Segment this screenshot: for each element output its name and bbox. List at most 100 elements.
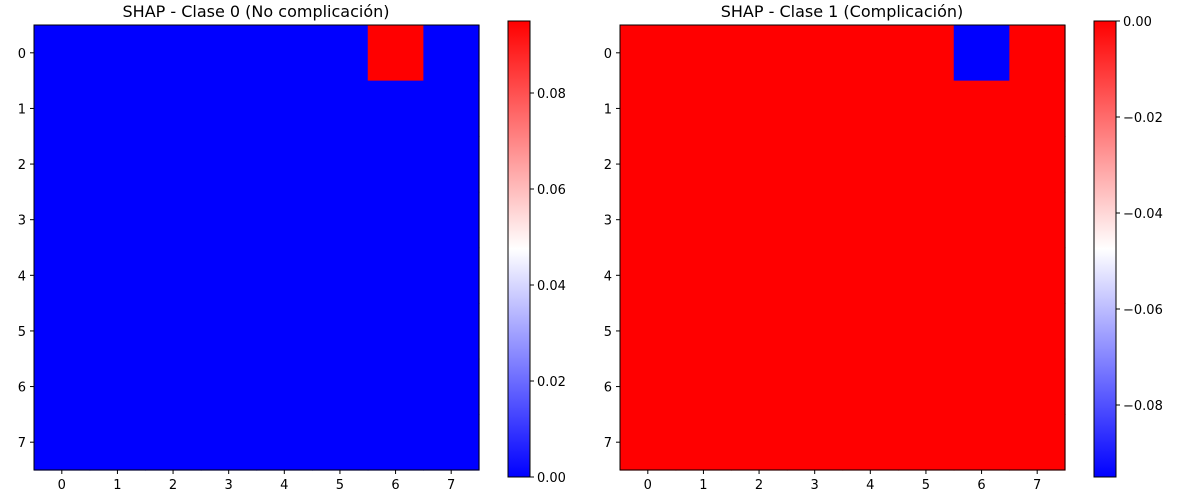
heatmap-cell bbox=[367, 136, 424, 193]
plot-frame bbox=[619, 24, 1066, 471]
heatmap-cell bbox=[256, 303, 313, 360]
heatmap-cell bbox=[200, 80, 258, 137]
colorbar-tick-label: 0.00 bbox=[1123, 15, 1152, 30]
heatmap-cell bbox=[34, 80, 91, 137]
y-tick-label: 5 bbox=[18, 325, 26, 340]
heatmap-cell bbox=[786, 191, 844, 249]
heatmap-cells bbox=[34, 25, 480, 471]
heatmap-cell bbox=[256, 191, 313, 249]
heatmap-cell bbox=[620, 136, 677, 193]
heatmap-cell bbox=[620, 358, 677, 415]
heatmap-cell bbox=[423, 414, 480, 471]
heatmap-cell bbox=[312, 303, 369, 360]
heatmap-cell bbox=[620, 247, 677, 304]
heatmap-cell bbox=[312, 191, 369, 249]
heatmap-cell bbox=[898, 303, 955, 360]
colorbar-tick-label: −0.06 bbox=[1123, 303, 1163, 318]
heatmap-cell bbox=[34, 136, 91, 193]
heatmap-cell bbox=[200, 414, 258, 471]
heatmap-cell bbox=[312, 80, 369, 137]
heatmap-cell bbox=[89, 247, 146, 304]
heatmap-cell bbox=[312, 25, 369, 82]
heatmap-cell bbox=[1009, 80, 1066, 137]
heatmap-cell bbox=[367, 303, 424, 360]
heatmap-cell bbox=[312, 136, 369, 193]
heatmap-cell bbox=[89, 25, 146, 82]
heatmap-cell bbox=[953, 136, 1010, 193]
heatmap-cell bbox=[675, 191, 732, 249]
heatmap-cell bbox=[34, 303, 91, 360]
x-tick-label: 4 bbox=[866, 478, 874, 493]
heatmap-cell bbox=[842, 303, 899, 360]
heatmap-cell bbox=[675, 80, 732, 137]
colorbar-tick-label: 0.00 bbox=[537, 471, 566, 486]
heatmap-cell bbox=[145, 414, 202, 471]
y-axis: 0 1 2 3 4 5 6 7 bbox=[604, 47, 620, 451]
x-axis: 0 1 2 3 4 5 6 7 bbox=[644, 470, 1041, 493]
heatmap-cell bbox=[620, 25, 677, 82]
heatmap-cell bbox=[731, 80, 788, 137]
colorbar-tick-label: −0.02 bbox=[1123, 111, 1163, 126]
heatmap-cell bbox=[675, 136, 732, 193]
heatmap-cell bbox=[367, 25, 424, 82]
heatmap-cell bbox=[898, 80, 955, 137]
heatmap-cell bbox=[145, 191, 202, 249]
heatmap-cell bbox=[89, 191, 146, 249]
heatmap-cell bbox=[675, 247, 732, 304]
heatmap-cell bbox=[1009, 414, 1066, 471]
heatmap-panel-clase-0: SHAP - Clase 0 (No complicación) 0 1 2 3 4 5 6… bbox=[18, 2, 566, 493]
heatmap-cell bbox=[898, 25, 955, 82]
heatmap-cell bbox=[89, 303, 146, 360]
heatmap-cell bbox=[34, 191, 91, 249]
heatmap-cell bbox=[898, 358, 955, 415]
plot-frame bbox=[33, 24, 480, 471]
heatmap-cell bbox=[200, 247, 258, 304]
y-tick-label: 1 bbox=[604, 102, 612, 117]
colorbar-tick-label: −0.08 bbox=[1123, 399, 1163, 414]
y-tick-label: 2 bbox=[604, 158, 612, 173]
heatmap-cell bbox=[898, 136, 955, 193]
x-tick-label: 1 bbox=[699, 478, 707, 493]
heatmap-cell bbox=[953, 247, 1010, 304]
heatmap-cell bbox=[145, 25, 202, 82]
heatmap-cell bbox=[731, 191, 788, 249]
heatmap-cell bbox=[200, 136, 258, 193]
heatmap-cell bbox=[367, 80, 424, 137]
heatmap-cell bbox=[1009, 358, 1066, 415]
heatmap-cell bbox=[256, 136, 313, 193]
heatmap-cell bbox=[367, 358, 424, 415]
heatmap-cell bbox=[731, 247, 788, 304]
heatmap-cell bbox=[786, 247, 844, 304]
heatmap-cell bbox=[312, 358, 369, 415]
heatmap-cell bbox=[898, 414, 955, 471]
y-tick-label: 6 bbox=[604, 381, 612, 396]
heatmap-cell bbox=[145, 358, 202, 415]
heatmap-cell bbox=[842, 247, 899, 304]
heatmap-cell bbox=[312, 247, 369, 304]
heatmap-cell bbox=[953, 80, 1010, 137]
heatmap-cell bbox=[953, 303, 1010, 360]
heatmap-cell bbox=[1009, 247, 1066, 304]
colorbar-axis: −0.08 −0.06 −0.04 −0.02 0.00 bbox=[1116, 15, 1163, 414]
heatmap-cell bbox=[675, 358, 732, 415]
x-tick-label: 2 bbox=[169, 478, 177, 493]
heatmap-cell bbox=[1009, 303, 1066, 360]
heatmap-cell bbox=[89, 358, 146, 415]
heatmap-cell bbox=[256, 25, 313, 82]
heatmap-cell bbox=[34, 25, 91, 82]
y-tick-label: 7 bbox=[18, 436, 26, 451]
y-tick-label: 6 bbox=[18, 381, 26, 396]
colorbar-tick-label: −0.04 bbox=[1123, 207, 1163, 222]
y-tick-label: 3 bbox=[604, 214, 612, 229]
heatmap-cell bbox=[256, 358, 313, 415]
heatmap-cell bbox=[89, 414, 146, 471]
heatmap-cell bbox=[1009, 25, 1066, 82]
heatmap-cell bbox=[842, 25, 899, 82]
heatmap-cell bbox=[256, 247, 313, 304]
x-tick-label: 0 bbox=[58, 478, 66, 493]
heatmap-cell bbox=[200, 191, 258, 249]
heatmap-cell bbox=[423, 303, 480, 360]
heatmap-cell bbox=[1009, 136, 1066, 193]
x-tick-label: 3 bbox=[811, 478, 819, 493]
heatmap-cell bbox=[145, 136, 202, 193]
